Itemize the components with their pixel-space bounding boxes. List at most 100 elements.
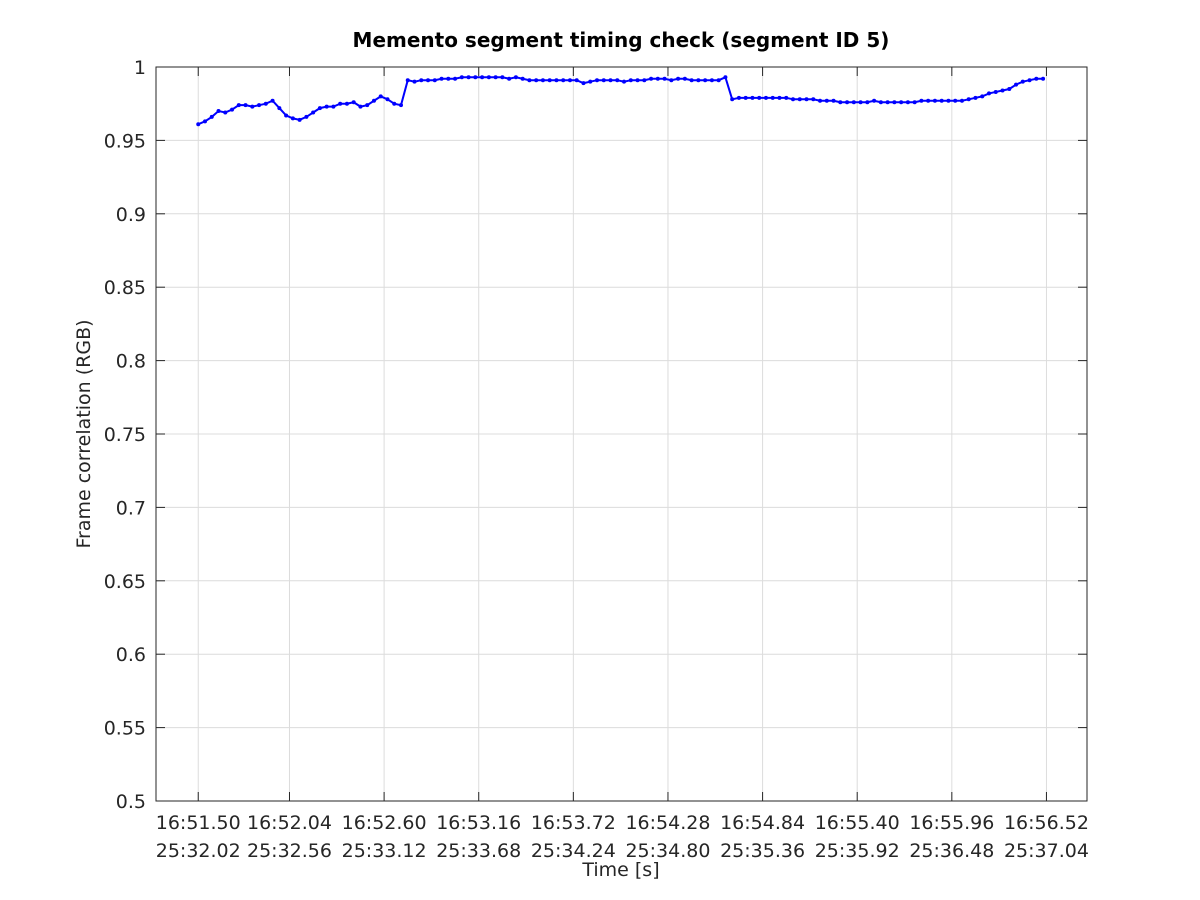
data-point <box>824 98 829 103</box>
data-point <box>439 76 444 81</box>
data-point <box>419 78 424 83</box>
data-point <box>851 100 856 105</box>
data-point <box>1020 79 1025 84</box>
x-tick-label: 16:52.04 25:32.56 <box>247 812 332 862</box>
data-point <box>270 98 275 103</box>
data-point <box>324 104 329 109</box>
x-tick-label: 16:56.52 25:37.04 <box>1004 812 1089 862</box>
data-point <box>236 103 241 108</box>
data-point <box>689 78 694 83</box>
data-point <box>331 104 336 109</box>
data-point <box>757 95 762 100</box>
data-point <box>203 119 207 124</box>
x-tick-label-line: 25:35.36 <box>720 840 805 862</box>
data-point <box>763 95 768 100</box>
data-point <box>723 75 728 80</box>
data-point <box>811 97 816 102</box>
data-point <box>527 78 532 83</box>
x-tick-label-line: 25:32.02 <box>156 840 241 862</box>
data-point <box>338 101 343 106</box>
data-point <box>959 98 964 103</box>
x-tick-label-line: 16:54.28 <box>625 812 710 834</box>
data-point <box>1027 78 1032 83</box>
data-point <box>344 101 349 106</box>
plot <box>196 75 1046 127</box>
data-point <box>858 100 863 105</box>
x-tick-label-line: 16:55.40 <box>815 812 900 834</box>
data-point <box>561 78 566 83</box>
data-point <box>845 100 850 105</box>
x-tick-label-line: 25:35.92 <box>815 840 900 862</box>
data-point <box>284 113 289 118</box>
data-point <box>905 100 910 105</box>
data-point <box>770 95 775 100</box>
data-point <box>486 75 491 80</box>
data-point <box>709 78 714 83</box>
data-point <box>371 98 376 103</box>
data-point <box>601 78 606 83</box>
chart-title: Memento segment timing check (segment ID… <box>353 28 890 52</box>
data-point <box>682 76 687 81</box>
data-point <box>426 78 431 83</box>
data-point <box>804 97 809 102</box>
data-point <box>865 100 870 105</box>
x-tick-label-line: 16:51.50 <box>156 812 241 834</box>
data-point <box>446 76 451 81</box>
data-point <box>432 78 437 83</box>
data-point <box>290 116 295 121</box>
y-tick-label: 0.95 <box>104 130 146 152</box>
data-point <box>378 94 383 99</box>
x-tick-label: 16:52.60 25:33.12 <box>342 812 427 862</box>
x-tick-label: 16:55.40 25:35.92 <box>815 812 900 862</box>
data-point <box>784 95 789 100</box>
data-point <box>791 97 795 102</box>
x-tick-label: 16:53.72 25:34.24 <box>531 812 616 862</box>
x-tick-label-line: 25:36.48 <box>909 840 994 862</box>
data-point <box>1034 76 1039 81</box>
data-point <box>797 97 802 102</box>
data-point <box>453 76 458 81</box>
data-point <box>939 98 944 103</box>
data-point <box>466 75 471 80</box>
data-point <box>196 122 201 127</box>
data-point <box>351 100 356 105</box>
data-point <box>595 78 599 83</box>
data-point <box>588 79 593 84</box>
data-point <box>736 95 741 100</box>
data-point <box>926 98 931 103</box>
data-point <box>480 75 485 80</box>
x-axis-label: Time [s] <box>581 859 659 881</box>
data-point <box>730 97 735 102</box>
data-point <box>899 100 904 105</box>
x-tick-label-line: 16:54.84 <box>720 812 805 834</box>
data-point <box>818 98 823 103</box>
data-point <box>554 78 559 83</box>
y-tick-label: 0.6 <box>116 644 146 666</box>
data-point <box>399 103 403 108</box>
data-point <box>297 117 302 122</box>
data-point <box>946 98 951 103</box>
data-point <box>703 78 708 83</box>
data-point <box>223 110 228 115</box>
data-point <box>750 95 755 100</box>
data-point <box>669 78 674 83</box>
data-point <box>358 104 363 109</box>
data-point <box>581 81 586 86</box>
x-tick-label-line: 25:33.12 <box>342 840 427 862</box>
x-tick-label: 16:55.96 25:36.48 <box>909 812 994 862</box>
data-point <box>459 75 464 80</box>
data-point <box>473 75 478 80</box>
data-point <box>507 76 512 81</box>
data-point <box>392 101 397 106</box>
data-point <box>743 95 748 100</box>
data-point <box>1014 82 1019 87</box>
y-tick-label: 0.7 <box>116 497 146 519</box>
data-point <box>642 78 647 83</box>
data-point <box>777 95 782 100</box>
data-point <box>973 95 978 100</box>
data-point <box>696 78 701 83</box>
data-point <box>635 78 640 83</box>
x-tick-label-line: 25:34.80 <box>625 840 710 862</box>
